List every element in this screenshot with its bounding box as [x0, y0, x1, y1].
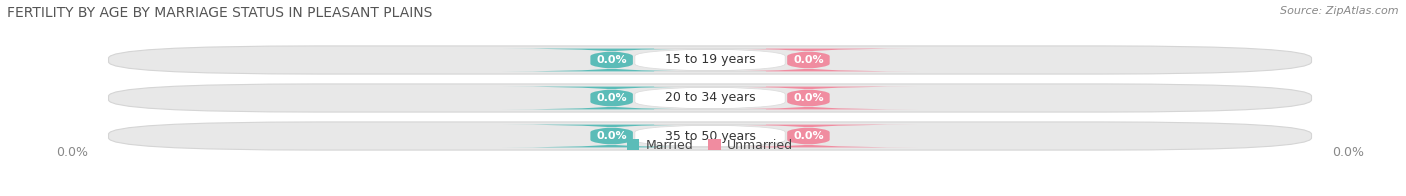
- Text: Source: ZipAtlas.com: Source: ZipAtlas.com: [1281, 6, 1399, 16]
- Text: 0.0%: 0.0%: [596, 131, 627, 141]
- Text: FERTILITY BY AGE BY MARRIAGE STATUS IN PLEASANT PLAINS: FERTILITY BY AGE BY MARRIAGE STATUS IN P…: [7, 6, 433, 20]
- FancyBboxPatch shape: [108, 122, 1312, 150]
- FancyBboxPatch shape: [699, 49, 918, 71]
- Text: 0.0%: 0.0%: [596, 55, 627, 65]
- Legend: Married, Unmarried: Married, Unmarried: [621, 134, 799, 157]
- Text: 15 to 19 years: 15 to 19 years: [665, 54, 755, 66]
- FancyBboxPatch shape: [502, 125, 721, 147]
- Text: 0.0%: 0.0%: [793, 55, 824, 65]
- FancyBboxPatch shape: [636, 87, 785, 109]
- FancyBboxPatch shape: [502, 49, 721, 71]
- Text: 0.0%: 0.0%: [1331, 146, 1364, 159]
- FancyBboxPatch shape: [636, 125, 785, 147]
- FancyBboxPatch shape: [502, 87, 721, 109]
- FancyBboxPatch shape: [636, 49, 785, 71]
- Text: 0.0%: 0.0%: [793, 131, 824, 141]
- FancyBboxPatch shape: [108, 46, 1312, 74]
- Text: 35 to 50 years: 35 to 50 years: [665, 130, 755, 142]
- Text: 20 to 34 years: 20 to 34 years: [665, 92, 755, 104]
- FancyBboxPatch shape: [699, 125, 918, 147]
- Text: 0.0%: 0.0%: [56, 146, 89, 159]
- FancyBboxPatch shape: [108, 84, 1312, 112]
- Text: 0.0%: 0.0%: [596, 93, 627, 103]
- FancyBboxPatch shape: [699, 87, 918, 109]
- Text: 0.0%: 0.0%: [793, 93, 824, 103]
